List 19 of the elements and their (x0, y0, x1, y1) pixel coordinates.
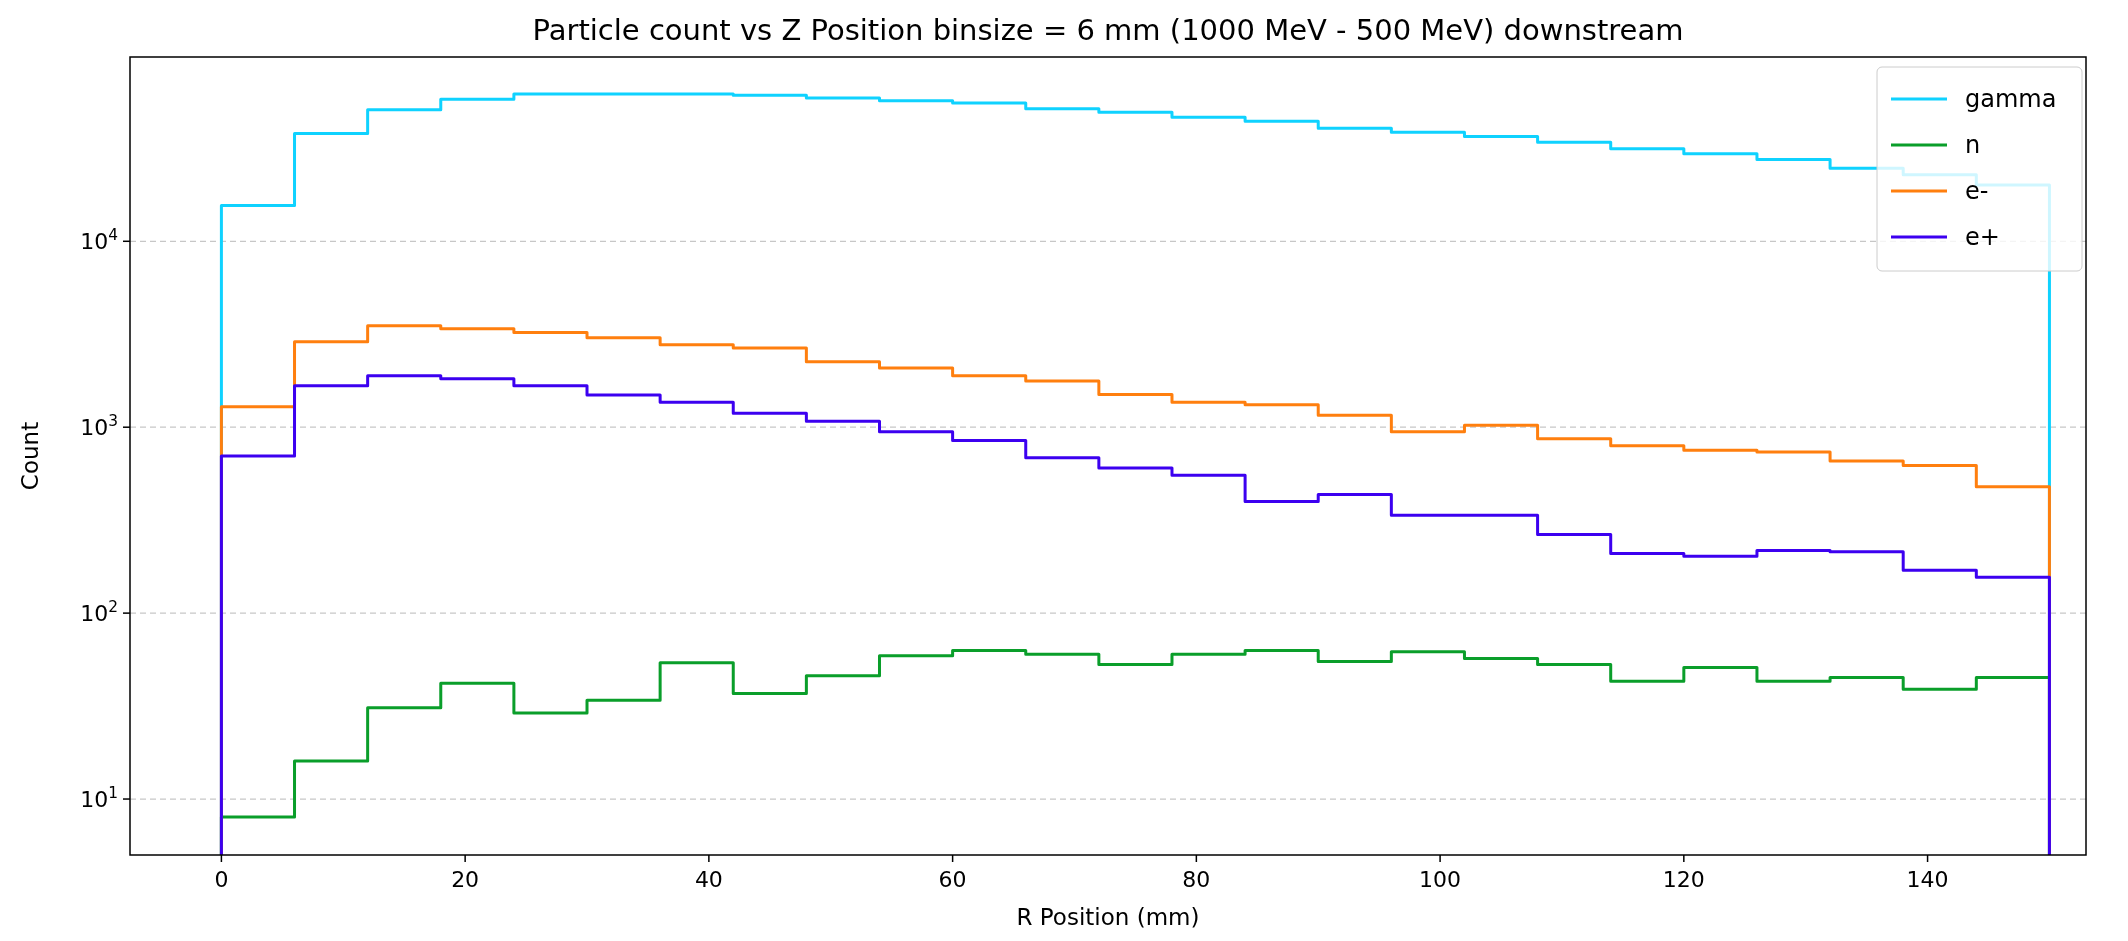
x-tick-label: 120 (1662, 867, 1705, 892)
legend-label: e- (1965, 177, 1989, 206)
y-tick-label: 10$^{4}$ (80, 225, 118, 254)
x-tick-label: 60 (938, 867, 967, 892)
y-axis-title: Count (17, 421, 43, 491)
x-tick-label: 80 (1182, 867, 1211, 892)
legend-label: n (1965, 131, 1981, 160)
x-tick-label: 20 (451, 867, 480, 892)
x-axis-title: R Position (mm) (1016, 904, 1200, 930)
chart-title: Particle count vs Z Position binsize = 6 mm (1000 MeV - 500 MeV) downstream (532, 13, 1684, 47)
legend-label: gamma (1965, 85, 2057, 114)
x-tick-label: 40 (694, 867, 723, 892)
y-tick-label: 10$^{2}$ (80, 597, 118, 626)
x-tick-label: 140 (1906, 867, 1949, 892)
legend-label: e+ (1965, 223, 2000, 252)
x-tick-label: 0 (214, 867, 229, 892)
y-tick-label: 10$^{3}$ (80, 411, 118, 440)
x-tick-label: 100 (1419, 867, 1462, 892)
y-tick-label: 10$^{1}$ (80, 783, 118, 812)
